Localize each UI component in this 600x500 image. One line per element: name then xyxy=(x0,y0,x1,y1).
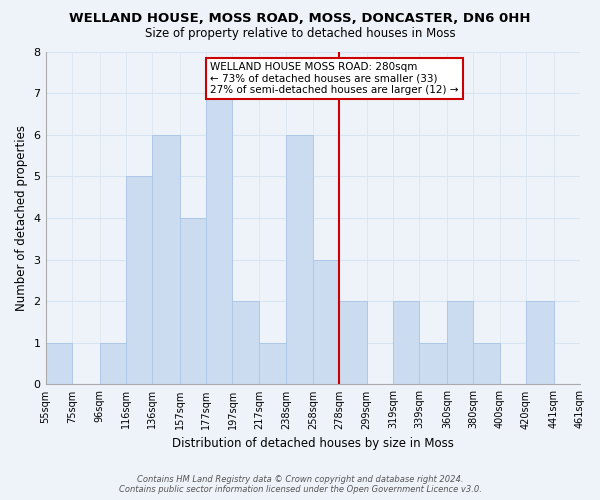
Bar xyxy=(46,343,72,384)
Text: Size of property relative to detached houses in Moss: Size of property relative to detached ho… xyxy=(145,28,455,40)
Bar xyxy=(232,301,259,384)
Bar xyxy=(313,260,339,384)
Text: WELLAND HOUSE MOSS ROAD: 280sqm
← 73% of detached houses are smaller (33)
27% of: WELLAND HOUSE MOSS ROAD: 280sqm ← 73% of… xyxy=(210,62,458,95)
Bar xyxy=(259,343,286,384)
X-axis label: Distribution of detached houses by size in Moss: Distribution of detached houses by size … xyxy=(172,437,454,450)
Bar xyxy=(526,301,554,384)
Bar xyxy=(100,343,126,384)
Text: WELLAND HOUSE, MOSS ROAD, MOSS, DONCASTER, DN6 0HH: WELLAND HOUSE, MOSS ROAD, MOSS, DONCASTE… xyxy=(69,12,531,26)
Bar xyxy=(286,134,313,384)
Bar xyxy=(447,301,473,384)
Bar xyxy=(393,301,419,384)
Bar xyxy=(152,134,180,384)
Bar xyxy=(206,93,232,384)
Bar xyxy=(473,343,500,384)
Bar xyxy=(419,343,447,384)
Bar xyxy=(126,176,152,384)
Y-axis label: Number of detached properties: Number of detached properties xyxy=(15,125,28,311)
Bar xyxy=(180,218,206,384)
Text: Contains HM Land Registry data © Crown copyright and database right 2024.
Contai: Contains HM Land Registry data © Crown c… xyxy=(119,474,481,494)
Bar xyxy=(339,301,367,384)
